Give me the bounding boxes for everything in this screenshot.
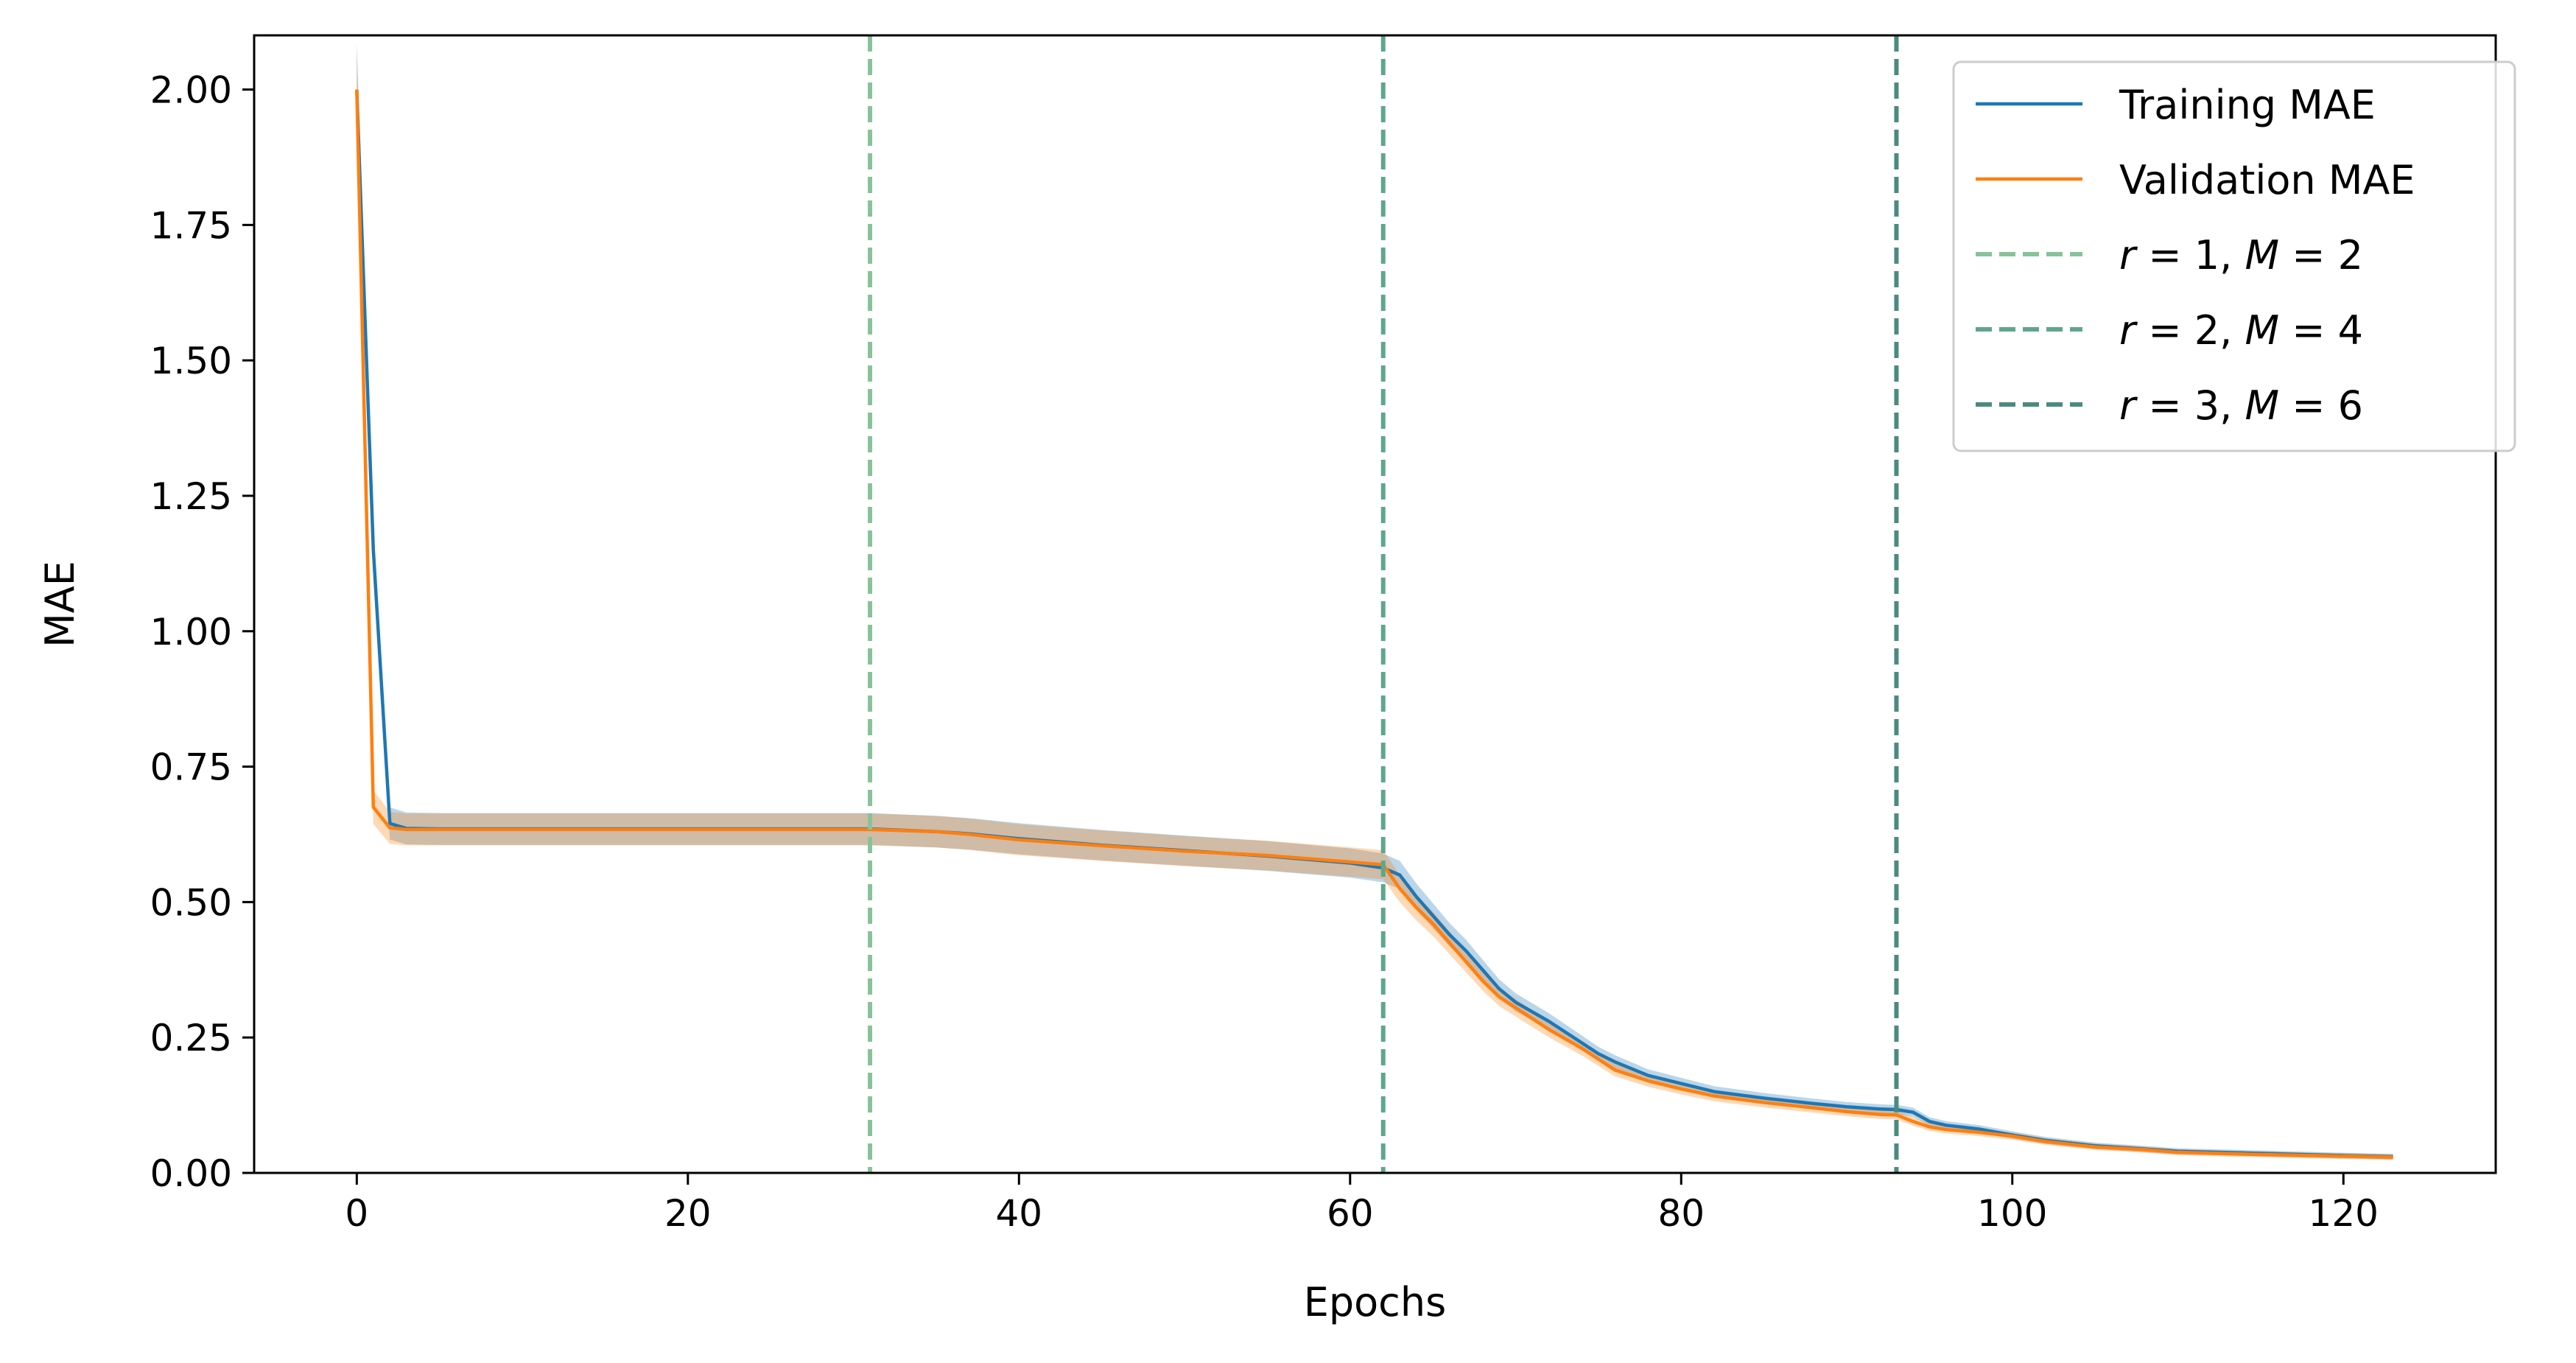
x-axis-title: Epochs	[1304, 1279, 1446, 1325]
legend-math-var: M	[2245, 382, 2279, 429]
y-tick-label: 1.00	[150, 611, 232, 654]
x-tick-label: 20	[664, 1192, 712, 1235]
axes-frame	[253, 34, 2497, 1174]
y-tick-label: 1.50	[150, 340, 232, 382]
legend-label-series-1: Training MAE	[2119, 82, 2376, 128]
legend-math-text: =	[2279, 307, 2338, 354]
legend-math-text: =	[2135, 232, 2194, 278]
legend-math-text: 3	[2194, 382, 2219, 429]
x-tick-label: 0	[345, 1192, 368, 1235]
y-axis: 0.00 0.25 0.50 0.75 1.00 1.25 1.50 1.75 2.00	[150, 69, 254, 1195]
legend-math-text: 6	[2338, 382, 2363, 429]
plot-content	[355, 35, 2393, 1173]
legend-math-text: 2	[2338, 232, 2363, 278]
legend-math-var: r	[2119, 382, 2138, 429]
x-tick-label: 80	[1657, 1192, 1705, 1235]
legend-math-text: ,	[2219, 382, 2245, 429]
legend-math-var: M	[2245, 307, 2279, 354]
legend-math-text: =	[2135, 382, 2194, 429]
legend-math-text: =	[2279, 382, 2338, 429]
legend-math-var: r	[2119, 307, 2138, 354]
legend-label-vline-1: r = 1, M = 2	[2119, 232, 2363, 278]
legend-math-text: ,	[2219, 307, 2245, 354]
y-tick-label: 0.75	[150, 746, 232, 789]
legend-math-text: 1	[2194, 232, 2219, 278]
legend-math-text: =	[2135, 307, 2194, 354]
y-tick-label: 0.50	[150, 881, 232, 924]
x-tick-label: 60	[1327, 1192, 1374, 1235]
y-tick-label: 0.25	[150, 1017, 232, 1059]
x-tick-label: 120	[2309, 1192, 2379, 1235]
legend-box	[1952, 60, 2516, 452]
legend-label-vline-3: r = 3, M = 6	[2119, 382, 2363, 429]
x-tick-label: 40	[995, 1192, 1042, 1235]
legend-label-series-2: Validation MAE	[2119, 157, 2415, 203]
y-axis-title: MAE	[37, 561, 83, 648]
plot-area	[355, 35, 2393, 1173]
legend-math-var: r	[2119, 232, 2138, 278]
y-tick-label: 2.00	[150, 69, 232, 112]
y-tick-label: 1.25	[150, 475, 232, 518]
legend-label-vline-2: r = 2, M = 4	[2119, 307, 2363, 354]
legend-math-text: 2	[2194, 307, 2219, 354]
legend-math-text: ,	[2219, 232, 2245, 278]
legend-math-text: =	[2279, 232, 2338, 278]
y-tick-label: 1.75	[150, 204, 232, 247]
x-tick-label: 100	[1977, 1192, 2047, 1235]
x-axis: 0 20 40 60 80 100 120	[345, 1173, 2379, 1235]
y-tick-label: 0.00	[150, 1152, 232, 1195]
legend-math-text: 4	[2338, 307, 2363, 354]
legend-math-var: M	[2245, 232, 2279, 278]
